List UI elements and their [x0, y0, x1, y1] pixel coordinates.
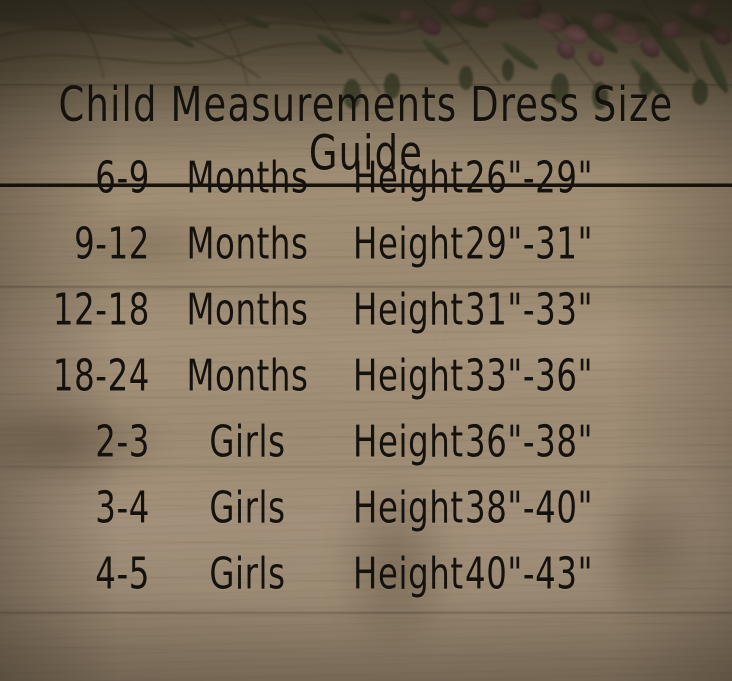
- row-age: 2-3: [95, 417, 150, 468]
- row-group: Girls: [209, 483, 286, 534]
- row-range: 36"-38": [465, 417, 594, 468]
- table-row: 9-12 Months Height 29"-31": [0, 220, 732, 290]
- row-measure: Height: [353, 219, 464, 270]
- row-range: 38"-40": [465, 483, 594, 534]
- table-row: 18-24 Months Height 33"-36": [0, 352, 732, 422]
- row-measure: Height: [353, 153, 464, 204]
- size-table: 6-9 Months Height 26"-29" 9-12 Months He…: [0, 154, 732, 620]
- row-age: 18-24: [52, 351, 150, 402]
- row-measure: Height: [353, 351, 464, 402]
- row-age: 4-5: [95, 549, 150, 600]
- row-age: 6-9: [95, 153, 150, 204]
- row-measure: Height: [353, 483, 464, 534]
- row-range: 29"-31": [465, 219, 594, 270]
- table-row: 3-4 Girls Height 38"-40": [0, 484, 732, 554]
- table-row: 6-9 Months Height 26"-29": [0, 154, 732, 224]
- row-group: Months: [186, 219, 309, 270]
- row-group: Months: [186, 351, 309, 402]
- table-row: 2-3 Girls Height 36"-38": [0, 418, 732, 488]
- row-age: 3-4: [95, 483, 150, 534]
- row-group: Months: [186, 285, 309, 336]
- row-measure: Height: [353, 549, 464, 600]
- row-range: 26"-29": [465, 153, 594, 204]
- row-group: Girls: [209, 549, 286, 600]
- page-title-text: Child Measurements Dress Size Guide: [0, 80, 732, 187]
- row-age: 12-18: [52, 285, 150, 336]
- row-measure: Height: [353, 285, 464, 336]
- row-age: 9-12: [74, 219, 150, 270]
- table-row: 12-18 Months Height 31"-33": [0, 286, 732, 356]
- row-group: Months: [186, 153, 309, 204]
- row-range: 33"-36": [465, 351, 594, 402]
- row-range: 40"-43": [465, 549, 594, 600]
- row-group: Girls: [209, 417, 286, 468]
- row-range: 31"-33": [465, 285, 594, 336]
- row-measure: Height: [353, 417, 464, 468]
- page-title: Child Measurements Dress Size Guide: [0, 80, 732, 187]
- table-row: 4-5 Girls Height 40"-43": [0, 550, 732, 620]
